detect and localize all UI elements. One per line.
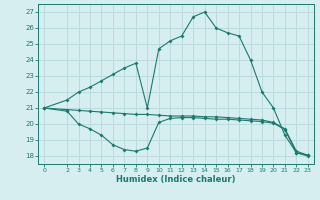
- X-axis label: Humidex (Indice chaleur): Humidex (Indice chaleur): [116, 175, 236, 184]
